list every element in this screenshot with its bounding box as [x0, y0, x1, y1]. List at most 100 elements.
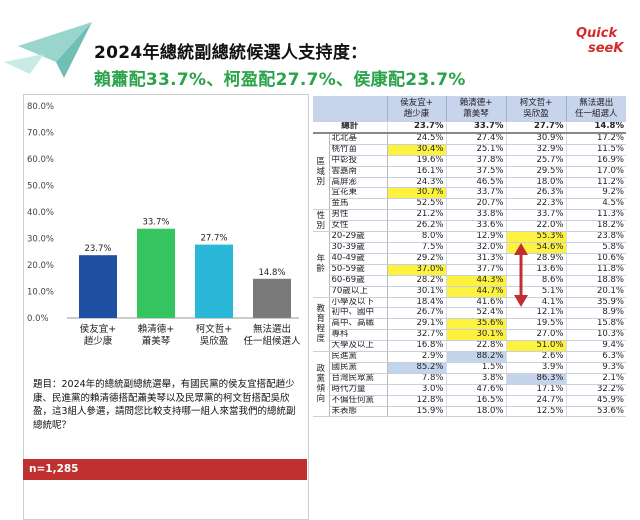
table-row: 大學及以上 16.8% 22.8% 51.0% 9.4%: [313, 340, 626, 353]
row-label: 大學及以上: [329, 340, 388, 353]
y-tick-label: 60.0%: [27, 155, 54, 165]
table-cell: 24.3%: [386, 177, 446, 189]
table-cell: 25.1%: [445, 144, 506, 156]
y-tick-label: 80.0%: [27, 102, 54, 112]
row-label: 初中、國中: [329, 307, 388, 320]
row-label: 60-69歲: [329, 275, 388, 287]
table-cell: 51.0%: [505, 340, 566, 353]
column-header: 賴清德+ 蕭美琴: [445, 96, 506, 122]
x-category-label: 吳欣盈: [200, 335, 229, 347]
table-cell: 44.7%: [445, 286, 506, 298]
table-cell: 3.8%: [445, 373, 506, 385]
table-cell: 32.2%: [565, 384, 626, 396]
row-label: 女性: [329, 220, 388, 233]
table-row: 雲嘉南 16.1% 37.5% 29.5% 17.0%: [313, 166, 626, 178]
row-label: 20-29歲: [329, 231, 388, 243]
table-cell: 28.2%: [386, 275, 446, 287]
y-tick-label: 40.0%: [27, 208, 54, 218]
table-row-total: 總計 23.7% 33.7% 27.7% 14.8%: [313, 121, 626, 134]
table-cell: 85.2%: [386, 362, 446, 374]
emphasis-arrow-icon: [514, 243, 528, 307]
table-cell: 7.8%: [386, 373, 446, 385]
table-cell: 9.4%: [565, 340, 626, 353]
table-cell: 2.6%: [505, 351, 566, 363]
table-cell: 32.0%: [445, 242, 506, 254]
table-cell: 37.8%: [445, 155, 506, 167]
table-row: 不偏任何黨 12.8% 16.5% 24.7% 45.9%: [313, 395, 626, 407]
table-cell: 12.8%: [386, 395, 446, 407]
table-row: 30-39歲 7.5% 32.0% 54.6% 5.8%: [313, 242, 626, 254]
table-cell: 18.4%: [386, 297, 446, 309]
bar-value-label: 27.7%: [200, 234, 227, 244]
table-row: 初中、國中 26.7% 52.4% 12.1% 8.9%: [313, 307, 626, 320]
table-cell: 24.7%: [505, 395, 566, 407]
table-cell: 27.7%: [505, 121, 566, 134]
table-cell: 30.9%: [505, 132, 566, 145]
support-bar-chart: 0.0% 10.0% 20.0% 30.0% 40.0% 50.0% 60.0% 70.0% 8…: [27, 102, 301, 347]
table-cell: 46.5%: [445, 177, 506, 189]
page-title: 2024年總統副總統候選人支持度： 賴蕭配33.7%、柯盈配27.7%、侯康配2…: [94, 38, 466, 90]
table-cell: 44.3%: [445, 275, 506, 287]
table-cell: 2.1%: [565, 373, 626, 385]
table-cell: 18.0%: [445, 406, 506, 418]
table-cell: 16.1%: [386, 166, 446, 178]
table-cell: 47.6%: [445, 384, 506, 396]
row-label: 中彰投: [329, 155, 388, 167]
table-row: 性別男性 21.2% 33.8% 33.7% 11.3%: [313, 209, 626, 233]
x-category-label: 蕭美琴: [142, 335, 171, 347]
table-cell: 22.0%: [505, 220, 566, 233]
table-cell: 35.9%: [565, 297, 626, 309]
table-row: 中彰投 19.6% 37.8% 25.7% 16.9%: [313, 155, 626, 167]
table-cell: 30.4%: [386, 144, 446, 156]
table-cell: 3.9%: [505, 362, 566, 374]
table-cell: 19.5%: [505, 318, 566, 331]
table-cell: 9.3%: [565, 362, 626, 374]
table-cell: 17.0%: [565, 166, 626, 178]
table-cell: 27.0%: [505, 329, 566, 342]
table-cell: 23.8%: [565, 231, 626, 243]
y-tick-label: 70.0%: [27, 129, 54, 139]
bar: [195, 244, 233, 318]
column-header: 無法選出 任一組選人: [565, 96, 626, 122]
table-cell: 14.8%: [565, 121, 626, 134]
quickseek-logo: Quick seeK: [576, 26, 624, 56]
table-cell: 29.1%: [386, 318, 446, 331]
row-label: 宜花東: [329, 187, 388, 200]
table-cell: 33.8%: [445, 209, 506, 222]
x-category-label: 賴清德+: [138, 323, 174, 335]
table-cell: 1.5%: [445, 362, 506, 374]
row-label: 小學及以下: [329, 297, 388, 309]
table-cell: 8.0%: [386, 231, 446, 243]
row-label: 40-49歲: [329, 253, 388, 265]
table-cell: 35.6%: [445, 318, 506, 331]
table-cell: 37.5%: [445, 166, 506, 178]
table-cell: 27.4%: [445, 132, 506, 145]
group-label: 年齡: [313, 231, 330, 298]
x-category-label: 任一組候選人: [243, 335, 301, 347]
row-label: 時代力量: [329, 384, 388, 396]
row-label: 雲嘉南: [329, 166, 388, 178]
table-cell: 26.2%: [386, 220, 446, 233]
row-label: 未表態: [329, 406, 388, 418]
table-cell: 8.9%: [565, 307, 626, 320]
row-label: 30-39歲: [329, 242, 388, 254]
table-cell: 2.9%: [386, 351, 446, 363]
table-row: 宜花東 30.7% 33.7% 26.3% 9.2%: [313, 187, 626, 200]
table-row: 專科 32.7% 30.1% 27.0% 10.3%: [313, 329, 626, 342]
x-category-label: 柯文哲+: [196, 323, 232, 335]
table-row: 未表態 15.9% 18.0% 12.5% 53.6%: [313, 406, 626, 418]
table-cell: 17.1%: [505, 384, 566, 396]
table-cell: 16.5%: [445, 395, 506, 407]
crosstab-table: 侯友宜+ 趙少康 賴清德+ 蕭美琴 柯文哲+ 吳欣盈 無法選出 任一組選人 總計 23.7% 33.…: [313, 96, 626, 418]
x-category-label: 趙少康: [84, 335, 113, 347]
table-cell: 86.3%: [505, 373, 566, 385]
row-label: 金馬: [329, 198, 388, 211]
table-row: 70歲以上 30.1% 44.7% 5.1% 20.1%: [313, 286, 626, 298]
table-cell: 32.9%: [505, 144, 566, 156]
bar-value-label: 33.7%: [142, 218, 169, 228]
table-cell: 19.6%: [386, 155, 446, 167]
table-cell: 15.9%: [386, 406, 446, 418]
table-header-row: 侯友宜+ 趙少康 賴清德+ 蕭美琴 柯文哲+ 吳欣盈 無法選出 任一組選人: [313, 96, 626, 122]
row-label: 不偏任何黨: [329, 395, 388, 407]
bar-value-label: 23.7%: [84, 244, 111, 254]
